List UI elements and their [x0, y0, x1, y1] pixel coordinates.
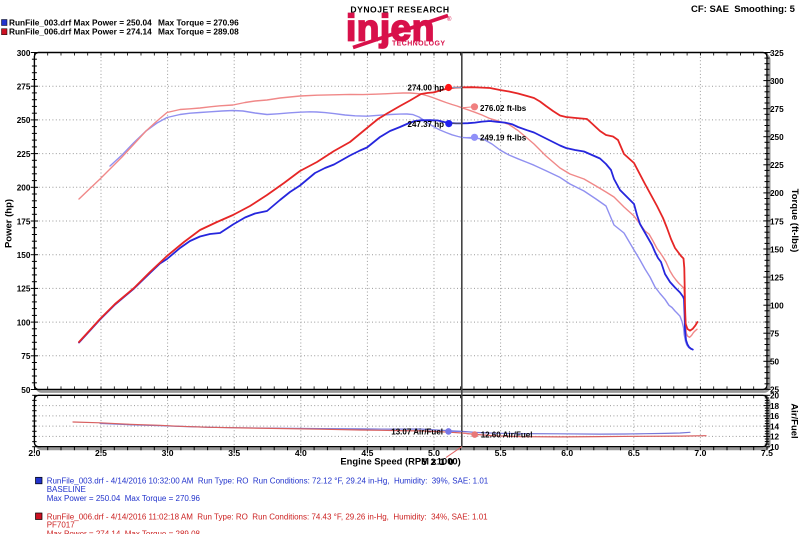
svg-text:Max Power = 274.14 Max Torque: Max Power = 274.14 Max Torque = 289.08 [47, 530, 201, 534]
svg-text:5.5: 5.5 [495, 448, 507, 458]
svg-text:100: 100 [17, 318, 31, 327]
svg-text:7.0: 7.0 [694, 448, 706, 458]
svg-text:50: 50 [770, 358, 780, 367]
svg-text:RunFile_003.drf Max Power = 25: RunFile_003.drf Max Power = 250.04 [9, 18, 152, 28]
svg-text:2.0: 2.0 [28, 448, 40, 458]
svg-text:276.02 ft-lbs: 276.02 ft-lbs [480, 104, 527, 113]
svg-text:injen: injen [346, 8, 435, 49]
svg-text:BASELINE: BASELINE [47, 485, 86, 494]
svg-text:10: 10 [770, 443, 780, 452]
svg-text:200: 200 [17, 184, 31, 193]
svg-text:PF7017: PF7017 [47, 521, 76, 530]
svg-text:Torque (ft-lbs): Torque (ft-lbs) [789, 189, 800, 253]
svg-text:5.0: 5.0 [428, 448, 440, 458]
svg-text:Max Power = 250.04 Max Torque: Max Power = 250.04 Max Torque = 270.96 [47, 494, 201, 503]
svg-text:225: 225 [770, 161, 784, 170]
svg-text:300: 300 [17, 49, 31, 58]
svg-text:Engine Speed (RPM x1000): Engine Speed (RPM x1000) [340, 456, 460, 467]
svg-text:Power (hp): Power (hp) [4, 199, 15, 248]
svg-text:18: 18 [770, 402, 780, 411]
svg-text:2.5: 2.5 [95, 448, 107, 458]
svg-text:®: ® [447, 16, 452, 23]
svg-text:7.5: 7.5 [761, 448, 773, 458]
svg-text:6.0: 6.0 [561, 448, 573, 458]
svg-text:75: 75 [770, 330, 780, 339]
svg-text:100: 100 [770, 301, 784, 310]
svg-text:300: 300 [770, 77, 784, 86]
svg-text:275: 275 [17, 83, 31, 92]
svg-text:12: 12 [770, 433, 780, 442]
svg-text:TECHNOLOGY: TECHNOLOGY [392, 41, 445, 48]
svg-text:25: 25 [770, 386, 780, 395]
svg-text:3.0: 3.0 [162, 448, 174, 458]
svg-text:175: 175 [770, 217, 784, 226]
svg-text:274.00 hp: 274.00 hp [408, 83, 445, 92]
svg-text:RunFile_003.drf - 4/14/2016 10: RunFile_003.drf - 4/14/2016 10:32:00 AM … [47, 477, 489, 486]
svg-text:175: 175 [17, 217, 31, 226]
svg-text:3.5: 3.5 [228, 448, 240, 458]
svg-text:249.19 ft-lbs: 249.19 ft-lbs [480, 133, 527, 142]
svg-text:5210: 5210 [422, 457, 458, 467]
svg-text:200: 200 [770, 189, 784, 198]
svg-text:DYNOJET RESEARCH: DYNOJET RESEARCH [350, 5, 449, 15]
svg-text:325: 325 [770, 49, 784, 58]
svg-text:125: 125 [770, 273, 784, 282]
svg-text:Max Torque = 289.08: Max Torque = 289.08 [158, 27, 239, 37]
svg-text:Max Torque = 270.96: Max Torque = 270.96 [158, 18, 239, 28]
svg-text:250: 250 [770, 133, 784, 142]
svg-text:20: 20 [770, 392, 780, 401]
svg-text:275: 275 [770, 105, 784, 114]
svg-text:12.60 Air/Fuel: 12.60 Air/Fuel [481, 431, 533, 440]
svg-text:6.5: 6.5 [628, 448, 640, 458]
svg-text:Air/Fuel: Air/Fuel [789, 403, 800, 438]
svg-text:150: 150 [770, 245, 784, 254]
svg-text:16: 16 [770, 412, 780, 421]
svg-text:125: 125 [17, 285, 31, 294]
svg-text:50: 50 [21, 386, 31, 395]
svg-text:247.37 hp: 247.37 hp [408, 120, 445, 129]
svg-text:RunFile_006.drf Max Power = 27: RunFile_006.drf Max Power = 274.14 [9, 27, 152, 37]
svg-text:75: 75 [21, 352, 31, 361]
svg-text:150: 150 [17, 251, 31, 260]
svg-text:225: 225 [17, 150, 31, 159]
svg-text:CF: SAE Smoothing: 5: CF: SAE Smoothing: 5 [691, 4, 796, 15]
svg-text:13.07 Air/Fuel: 13.07 Air/Fuel [391, 427, 443, 436]
svg-text:4.0: 4.0 [295, 448, 307, 458]
svg-text:RunFile_006.drf - 4/14/2016 11: RunFile_006.drf - 4/14/2016 11:02:18 AM … [47, 512, 488, 521]
svg-text:4.5: 4.5 [361, 448, 373, 458]
svg-text:14: 14 [770, 422, 780, 431]
svg-text:250: 250 [17, 116, 31, 125]
